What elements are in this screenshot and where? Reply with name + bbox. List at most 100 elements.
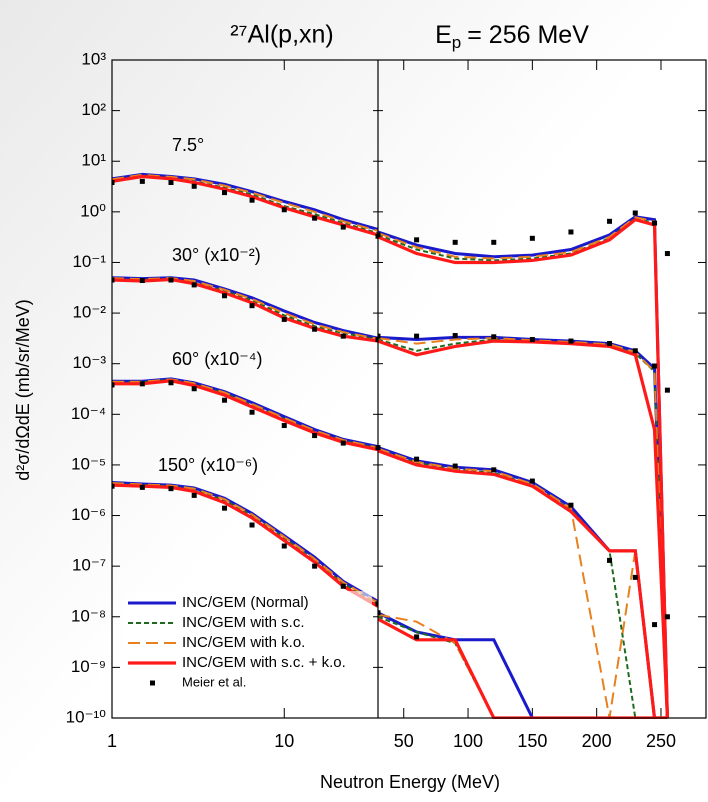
data-point (652, 622, 658, 628)
data-point (378, 610, 381, 616)
data-point (568, 229, 574, 235)
data-point (452, 239, 458, 245)
model-line (112, 174, 378, 235)
model-line (112, 173, 378, 232)
y-tick-label: 10² (81, 100, 106, 119)
data-point (312, 215, 318, 221)
energy-subscript: p (452, 33, 461, 52)
data-point (112, 180, 115, 186)
data-point (491, 334, 497, 340)
legend-label: INC/GEM (Normal) (182, 594, 309, 611)
panel-series (112, 178, 378, 607)
data-point (312, 563, 318, 569)
data-point (249, 522, 255, 528)
data-point (414, 237, 420, 243)
data-point (664, 251, 670, 257)
data-point (375, 601, 378, 607)
model-line (378, 337, 669, 719)
data-point (340, 224, 346, 230)
data-point (222, 293, 228, 299)
data-point (664, 614, 670, 620)
data-point (168, 277, 174, 283)
data-point (222, 397, 228, 403)
angle-label: 150° (x10⁻⁶) (158, 455, 258, 475)
data-point (168, 180, 174, 186)
data-point (375, 337, 378, 343)
data-point (375, 445, 378, 451)
data-point (112, 382, 115, 388)
y-tick-label: 10⁻⁷ (72, 556, 106, 575)
data-point (568, 502, 574, 508)
model-line (112, 378, 378, 449)
data-point (312, 433, 318, 439)
data-point (340, 333, 346, 339)
model-line (112, 174, 378, 237)
data-point (340, 583, 346, 589)
panel-series (378, 210, 670, 640)
angle-label: 60° (x10⁻⁴) (172, 349, 262, 369)
model-line (112, 482, 378, 604)
data-point (249, 409, 255, 415)
data-point (652, 220, 658, 226)
x-tick-label: 150 (517, 731, 547, 751)
data-point (249, 197, 255, 203)
data-point (632, 574, 638, 580)
energy-text: = 256 MeV (467, 21, 589, 49)
data-point (340, 440, 346, 446)
y-tick-label: 10⁻⁵ (71, 454, 106, 473)
model-line (112, 277, 378, 343)
data-point (191, 183, 197, 189)
chart-title: ²⁷Al(p,xn) (230, 21, 334, 49)
y-tick-label: 10⁻⁴ (71, 404, 106, 423)
data-point (607, 557, 613, 563)
x-axis-label: Neutron Energy (MeV) (320, 772, 500, 792)
data-point (378, 333, 381, 339)
energy-label: Ep = 256 MeV (435, 21, 589, 53)
data-point (378, 445, 381, 451)
y-axis-label: d²σ/dΩdE (mb/sr/MeV) (13, 299, 33, 481)
data-point (375, 233, 378, 239)
data-point (414, 333, 420, 339)
data-point (607, 218, 613, 224)
data-point (632, 210, 638, 216)
data-point (414, 634, 420, 640)
angle-label: 30° (x10⁻²) (172, 245, 261, 265)
legend-label: Meier et al. (182, 674, 246, 689)
y-tick-label: 10⁻¹ (72, 252, 106, 271)
data-point (378, 232, 381, 238)
model-line (378, 217, 669, 719)
x-tick-label: 100 (453, 731, 483, 751)
legend-box (124, 591, 372, 703)
y-tick-label: 10⁻⁹ (71, 657, 106, 676)
data-point (191, 492, 197, 498)
data-point (529, 478, 535, 484)
data-point (607, 341, 613, 347)
data-point (664, 387, 670, 393)
model-line (378, 215, 669, 719)
data-point (222, 190, 228, 196)
plot-area: 10³ 10² 10¹ 10⁰ 10⁻¹ 10⁻² 10⁻³ 10⁻⁴ 10⁻⁵ 10⁻⁶ 10⁻⁷… (66, 49, 707, 751)
panel-series (112, 173, 378, 604)
data-point (249, 303, 255, 309)
data-point (414, 456, 420, 462)
model-line (378, 449, 668, 719)
data-point (281, 207, 287, 213)
x-tick-label: 50 (394, 731, 414, 751)
data-point (452, 333, 458, 339)
legend-label: INC/GEM with k.o. (182, 634, 305, 651)
x-tick-label: 1 (107, 731, 117, 751)
model-line (112, 379, 378, 452)
y-tick-label: 10³ (81, 49, 106, 68)
y-tick-label: 10⁻¹⁰ (66, 707, 107, 726)
model-line (378, 339, 669, 719)
angle-label: 7.5° (172, 135, 204, 155)
data-point (191, 282, 197, 288)
y-tick-label: 10⁰ (80, 201, 106, 220)
legend-label: INC/GEM with s.c. (182, 614, 305, 631)
legend-marker (150, 680, 155, 686)
data-point (491, 467, 497, 473)
data-point (139, 381, 145, 387)
y-tick-label: 10⁻⁶ (71, 505, 106, 524)
data-point (281, 543, 287, 549)
